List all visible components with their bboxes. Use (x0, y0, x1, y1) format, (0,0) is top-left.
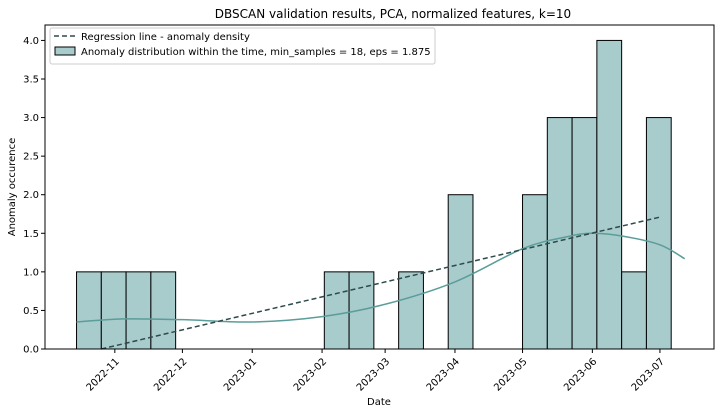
histogram-bar (323, 271, 350, 350)
legend-hist-swatch (54, 46, 76, 56)
y-tick-label: 2.0 (23, 190, 39, 201)
histogram-bar (546, 117, 573, 350)
x-tick-label: 2023-01 (222, 356, 259, 393)
x-tick-label: 2023-06 (562, 356, 599, 393)
legend-hist-label: Anomaly distribution within the time, mi… (81, 47, 431, 58)
histogram-bar (76, 271, 102, 350)
histogram-bar (596, 39, 623, 350)
kde-curve (76, 232, 686, 323)
y-tick-label: 1.5 (23, 229, 39, 240)
histogram-bars (76, 39, 672, 350)
y-tick-label: 0.5 (23, 306, 39, 317)
y-axis-label: Anomaly occurence (7, 138, 18, 237)
plot-frame (44, 24, 715, 350)
y-tick-label: 1.0 (23, 267, 39, 278)
x-tick-label: 2023-03 (355, 356, 392, 393)
histogram-bar (522, 194, 548, 350)
x-tick-label: 2023-05 (492, 356, 529, 393)
y-tick-label: 0.0 (23, 345, 39, 356)
x-axis-label: Date (367, 397, 391, 408)
chart-lines (76, 216, 686, 350)
x-tick-label: 2022-12 (152, 356, 189, 393)
y-tick-label: 4.0 (23, 36, 39, 47)
histogram-bar (125, 271, 152, 350)
x-tick-label: 2023-07 (630, 356, 667, 393)
y-axis: 0.0 0.5 1.0 1.5 2.0 2.5 3.0 3.5 4.0 (23, 36, 45, 356)
y-tick-label: 3.5 (23, 75, 39, 86)
histogram-bar (645, 117, 672, 350)
histogram-bar (150, 271, 177, 350)
histogram-bar (621, 271, 647, 350)
y-tick-label: 2.5 (23, 152, 39, 163)
histogram-bar (447, 194, 474, 350)
x-axis: 2022-11 2022-12 2023-01 2023-02 2023-03 2023-… (85, 349, 667, 394)
x-tick-label: 2023-04 (425, 356, 462, 393)
legend-box (49, 27, 436, 65)
y-tick-label: 3.0 (23, 113, 39, 124)
legend-line-label: Regression line - anomaly density (81, 32, 250, 43)
histogram-bar (100, 271, 127, 350)
chart-title: DBSCAN validation results, PCA, normaliz… (215, 7, 571, 21)
x-tick-label: 2022-11 (85, 356, 122, 393)
x-tick-label: 2023-02 (292, 356, 329, 393)
histogram-bar (398, 271, 424, 350)
legend: Regression line - anomaly density Anomal… (49, 27, 436, 65)
